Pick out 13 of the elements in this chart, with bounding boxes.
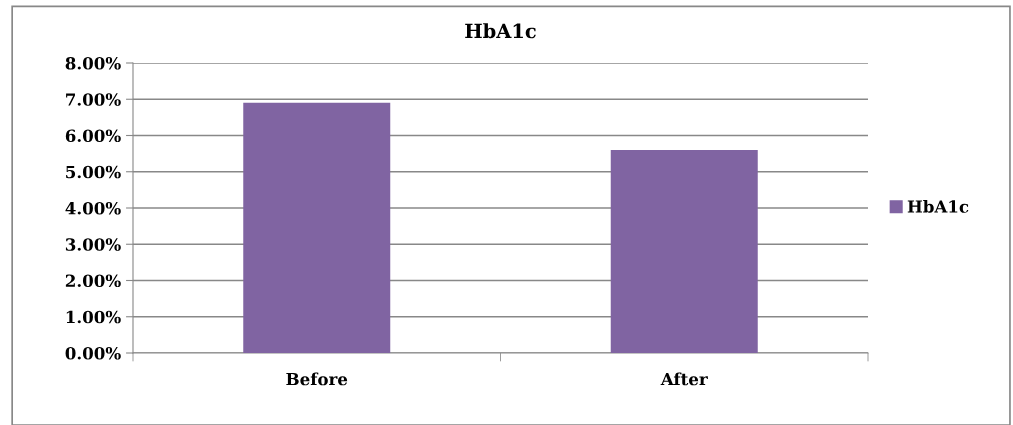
y-tick-label: 0.00% (65, 346, 121, 360)
x-tick-label: After (660, 372, 708, 386)
y-tick-label: 1.00% (66, 310, 121, 324)
y-tick-label: 6.00% (65, 129, 121, 143)
y-tick-label: 7.00% (66, 93, 121, 106)
legend-label: HbA1c (907, 199, 969, 213)
x-tick-label: Before (286, 372, 348, 386)
y-tick-label: 8.00% (65, 56, 121, 70)
y-tick-label: 2.00% (65, 274, 121, 288)
chart-title: HbA1c (465, 23, 536, 39)
y-tick-label: 5.00% (66, 165, 121, 179)
y-tick-label: 3.00% (65, 238, 121, 251)
y-tick-label: 4.00% (65, 201, 121, 215)
